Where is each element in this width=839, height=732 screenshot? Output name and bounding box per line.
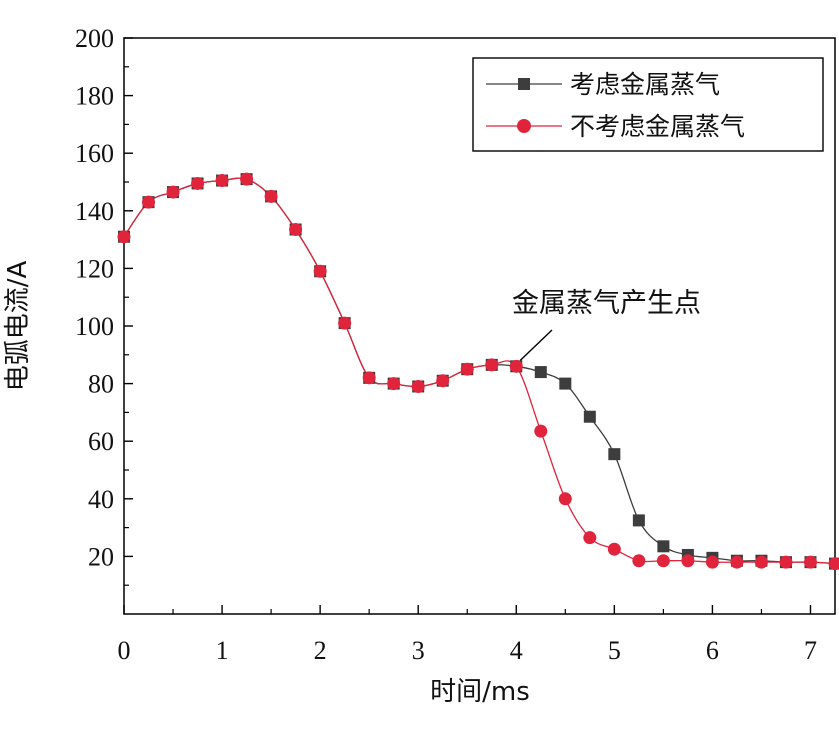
data-point-series-2 — [362, 371, 376, 385]
y-tick-label: 20 — [88, 542, 114, 571]
legend-label-series-1: 考虑金属蒸气 — [570, 70, 720, 99]
legend-label-series-2: 不考虑金属蒸气 — [570, 112, 745, 141]
y-tick-label: 60 — [88, 427, 114, 456]
data-point-series-2 — [387, 377, 401, 391]
data-point-series-2 — [583, 531, 597, 545]
y-tick-label: 100 — [75, 312, 114, 341]
data-point-series-2 — [338, 316, 352, 330]
y-tick-label: 160 — [75, 139, 114, 168]
series-markers — [117, 172, 839, 571]
data-point-series-2 — [411, 379, 425, 393]
y-tick-label: 140 — [75, 197, 114, 226]
data-point-series-2 — [681, 554, 695, 568]
y-axis-title: 电弧电流/A — [3, 261, 33, 392]
y-tick-label: 40 — [88, 485, 114, 514]
annotation-label: 金属蒸气产生点 — [512, 288, 701, 319]
x-tick-label: 5 — [608, 636, 621, 665]
data-point-series-2 — [534, 424, 548, 438]
data-point-series-2 — [313, 264, 327, 278]
data-point-series-2 — [460, 362, 474, 376]
data-point-series-2 — [191, 176, 205, 190]
x-tick-label: 4 — [510, 636, 523, 665]
data-point-series-2 — [289, 223, 303, 237]
data-point-series-2 — [166, 185, 180, 199]
data-point-series-2 — [632, 554, 646, 568]
data-point-series-2 — [803, 555, 817, 569]
x-axis-title: 时间/ms — [430, 677, 530, 707]
data-point-series-2 — [730, 555, 744, 569]
axes: 0 1 2 3 4 5 6 7 20 40 60 80 100 120 140 160 180 200 — [75, 24, 817, 665]
annotation-layer: 金属蒸气产生点 — [512, 288, 701, 361]
x-tick-label: 0 — [118, 636, 131, 665]
data-point-series-2 — [117, 230, 131, 244]
data-point-series-2 — [240, 172, 254, 186]
y-tick-label: 120 — [75, 254, 114, 283]
data-point-series-1 — [559, 377, 572, 390]
data-point-series-1 — [608, 448, 621, 461]
x-tick-label: 2 — [314, 636, 327, 665]
x-tick-label: 6 — [706, 636, 719, 665]
data-point-series-1 — [534, 366, 547, 379]
data-point-series-2 — [215, 174, 229, 188]
legend-marker-series-1 — [518, 78, 530, 90]
legend: 考虑金属蒸气 不考虑金属蒸气 — [472, 57, 824, 152]
legend-box — [472, 57, 824, 152]
x-tick-label: 3 — [412, 636, 425, 665]
data-point-series-2 — [828, 557, 839, 571]
data-point-series-1 — [583, 410, 596, 423]
data-point-series-2 — [779, 555, 793, 569]
data-point-series-2 — [607, 542, 621, 556]
data-point-series-2 — [558, 492, 572, 506]
legend-marker-series-2 — [517, 119, 531, 133]
data-point-series-2 — [656, 554, 670, 568]
x-tick-label: 1 — [216, 636, 229, 665]
data-point-series-2 — [485, 358, 499, 372]
data-point-series-2 — [705, 555, 719, 569]
annotation-leader-line — [519, 329, 553, 361]
data-point-series-2 — [142, 195, 156, 209]
data-point-series-2 — [754, 555, 768, 569]
data-point-series-1 — [657, 540, 670, 553]
data-point-series-2 — [509, 359, 523, 373]
y-tick-label: 200 — [75, 24, 114, 53]
data-point-series-1 — [632, 514, 645, 527]
y-tick-label: 180 — [75, 82, 114, 111]
data-point-series-2 — [264, 189, 278, 203]
y-tick-label: 80 — [88, 370, 114, 399]
data-point-series-2 — [436, 374, 450, 388]
x-tick-label: 7 — [804, 636, 817, 665]
